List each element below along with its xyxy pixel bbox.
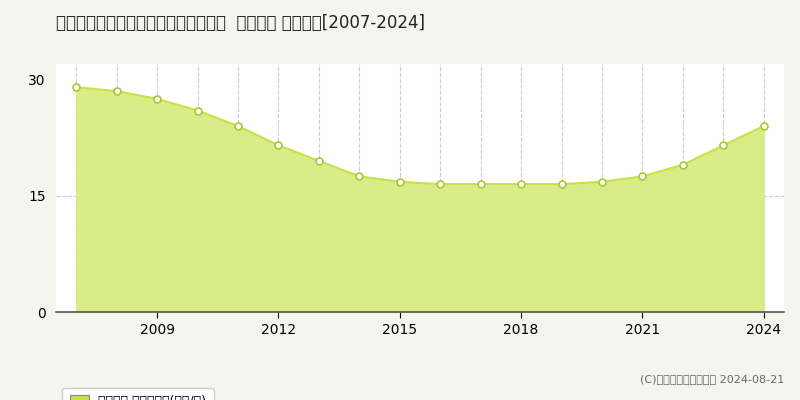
Legend: 地価公示 平均坪単価(万円/坪): 地価公示 平均坪単価(万円/坪) bbox=[62, 388, 214, 400]
Text: (C)土地価格ドットコム 2024-08-21: (C)土地価格ドットコム 2024-08-21 bbox=[640, 374, 784, 384]
Text: 秋田県秋田市泉中央５丁目６１番１外  地価公示 地価推移[2007-2024]: 秋田県秋田市泉中央５丁目６１番１外 地価公示 地価推移[2007-2024] bbox=[56, 14, 425, 32]
